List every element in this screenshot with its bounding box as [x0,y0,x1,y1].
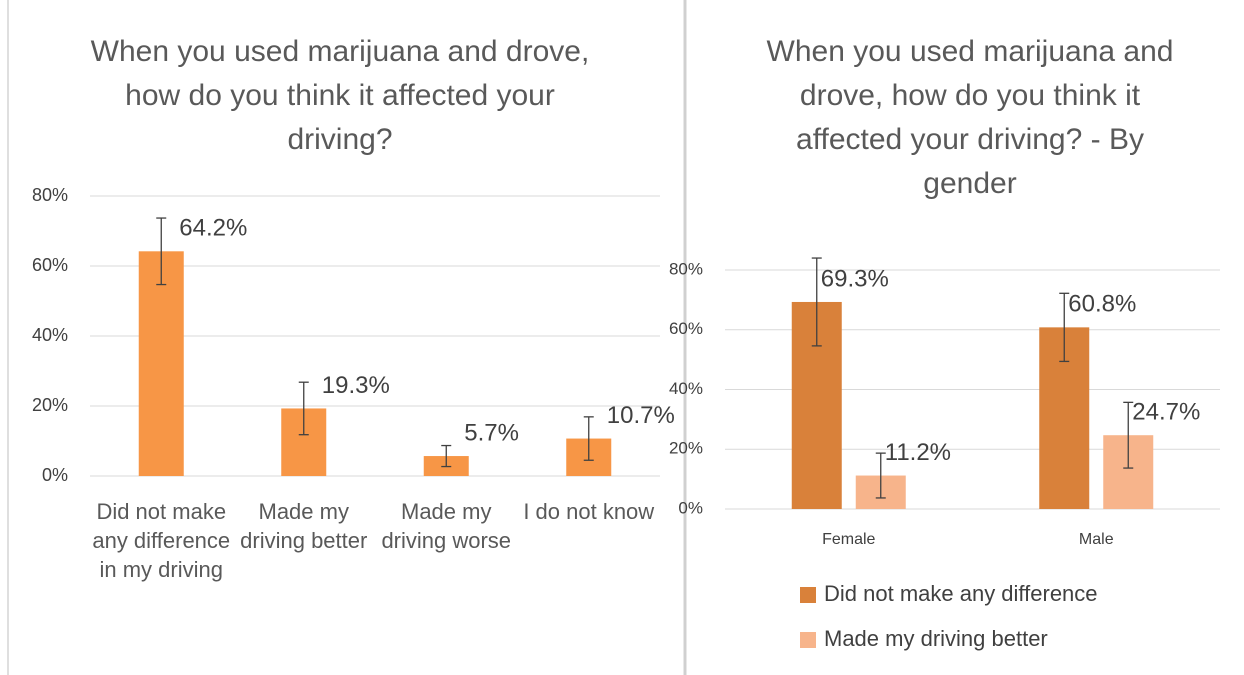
y-tick-label: 40% [669,379,703,398]
data-label: 10.7% [607,402,675,429]
chart-title: When you used marijuana and drove, how d… [90,35,590,156]
data-label: 11.2% [885,439,951,466]
x-tick-label: Female [822,531,875,548]
legend-swatch [800,587,816,603]
x-tick-label: I do not know [523,499,655,524]
y-tick-label: 60% [669,319,703,338]
y-tick-label: 20% [32,395,68,415]
data-label: 24.7% [1132,399,1200,426]
y-tick-label: 20% [669,439,703,458]
x-tick-label: Made my driving worse [381,499,512,553]
data-label: 5.7% [464,419,519,446]
y-tick-label: 0% [42,465,68,485]
legend-label: Made my driving better [824,626,1048,651]
data-label: 19.3% [322,372,390,399]
y-tick-label: 80% [32,185,68,205]
y-tick-label: 0% [678,498,703,517]
x-tick-label: Made my driving better [240,499,368,553]
chart-title: When you used marijuana and drove, how d… [766,35,1174,200]
data-label: 64.2% [179,215,247,242]
legend-swatch [800,632,816,648]
y-tick-label: 60% [32,255,68,275]
x-tick-label: Male [1079,531,1114,548]
y-tick-label: 40% [32,325,68,345]
data-label: 69.3% [821,265,889,292]
x-tick-label: Did not make any difference in my drivin… [92,499,231,582]
bar [138,251,184,476]
y-tick-label: 80% [669,259,703,278]
data-label: 60.8% [1068,291,1136,318]
legend-label: Did not make any difference [824,581,1098,606]
